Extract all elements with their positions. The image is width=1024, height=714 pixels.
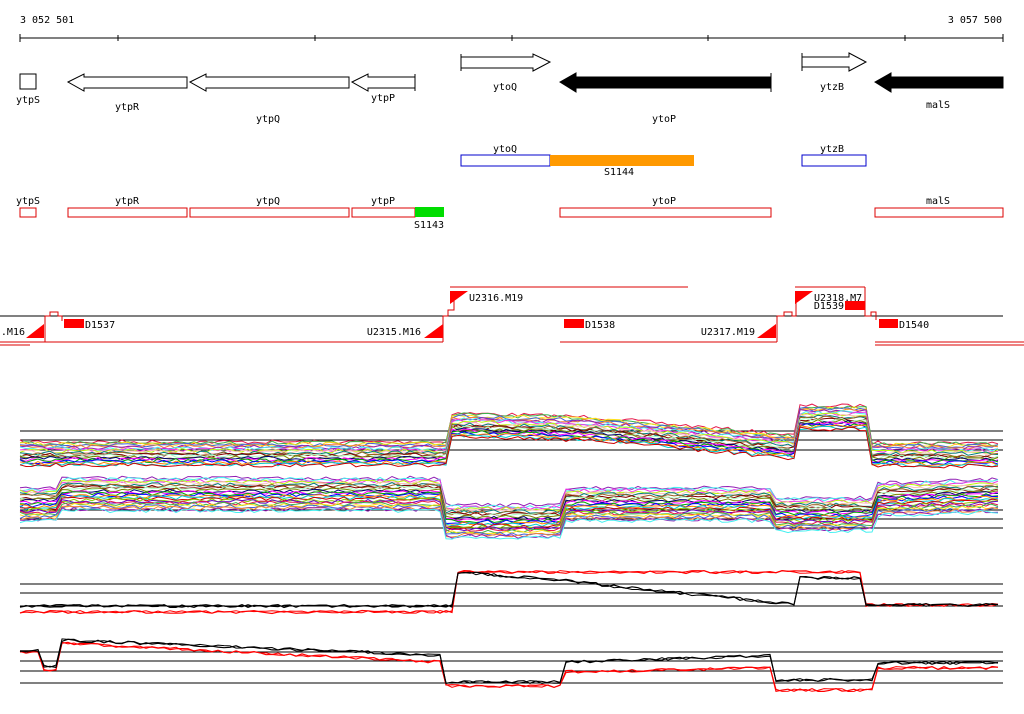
segment-label: D1539 xyxy=(814,301,844,312)
expression-profile-line xyxy=(19,420,999,462)
transcript-label: ytoQ xyxy=(493,144,517,155)
segment-label: .M16 xyxy=(1,327,25,338)
gene-label: ytpS xyxy=(16,95,40,106)
transcript-label: malS xyxy=(926,196,950,207)
gene-label: ytpR xyxy=(115,102,140,113)
segment-label: D1540 xyxy=(899,320,929,331)
expression-profile-line xyxy=(19,425,999,468)
transcript-label: ytoP xyxy=(652,196,676,207)
transcript-label: S1143 xyxy=(414,220,444,231)
transcript-label: ytpR xyxy=(115,196,140,207)
expression-profile-line xyxy=(19,479,999,512)
reverse-transcript-ytpS[interactable]: ytpS xyxy=(16,196,40,218)
expression-profile-line xyxy=(19,502,999,535)
segment-label: D1537 xyxy=(85,320,115,331)
gene-label: ytpP xyxy=(371,93,395,104)
gene-ytpQ[interactable]: ytpQ xyxy=(188,73,350,125)
expression-profile-line xyxy=(19,405,999,447)
segment-U2318-M7[interactable]: U2318.M7 xyxy=(795,291,862,304)
reverse-mean-expression xyxy=(19,638,1003,693)
gene-label: ytoQ xyxy=(493,82,517,93)
segment-U2316-M19[interactable]: U2316.M19 xyxy=(450,291,523,304)
reverse-transcript-track: ytpS ytpR ytpQ ytpP S1143 ytoP malS xyxy=(16,196,1004,231)
expression-profile-line xyxy=(19,426,999,469)
reverse-transcript-ytpP[interactable]: ytpP xyxy=(351,196,416,218)
gene-label: ytoP xyxy=(652,114,676,125)
reverse-transcript-malS[interactable]: malS xyxy=(874,196,1004,218)
gene-malS[interactable]: malS xyxy=(874,72,1004,111)
reverse-transcript-ytpQ[interactable]: ytpQ xyxy=(189,196,350,218)
segment-label: U2318.M7 xyxy=(814,293,862,304)
expression-profile-line xyxy=(19,412,999,454)
segment-label: U2316.M19 xyxy=(469,293,523,304)
segment-label: U2315.M16 xyxy=(367,327,421,338)
mean-profile-line xyxy=(19,569,999,614)
gene-ytzB[interactable]: ytzB xyxy=(801,52,868,93)
mean-profile-line xyxy=(19,641,999,693)
gene-label: ytzB xyxy=(820,82,844,93)
mean-profile-line xyxy=(19,569,999,615)
gene-label: ytpQ xyxy=(256,114,280,125)
gene-label: malS xyxy=(926,100,950,111)
transcript-label: ytpQ xyxy=(256,196,280,207)
mean-profile-line xyxy=(20,638,999,684)
expression-profile-line xyxy=(19,417,999,459)
expression-profile-line xyxy=(19,420,999,463)
segment-label: D1538 xyxy=(585,320,615,331)
forward-mean-expression xyxy=(19,569,1003,615)
gene-ytpR[interactable]: ytpR xyxy=(66,73,188,113)
reverse-transcript-S1143[interactable]: S1143 xyxy=(414,207,444,231)
expression-profile-line xyxy=(19,506,999,539)
gene-track: ytpS ytpR ytpQ ytpP ytoQ ytoP ytzB xyxy=(16,52,1004,125)
ruler-end-label: 3 057 500 xyxy=(948,15,1002,26)
expression-profile-line xyxy=(19,483,999,516)
transcript-label: S1144 xyxy=(604,167,634,178)
reverse-transcript-ytpR[interactable]: ytpR xyxy=(67,196,188,218)
segment-D1540[interactable]: D1540 xyxy=(879,319,929,331)
segment-label: U2317.M19 xyxy=(701,327,755,338)
reverse-transcript-ytoP[interactable]: ytoP xyxy=(559,196,772,218)
mean-profile-line xyxy=(19,641,998,693)
transcript-label: ytpS xyxy=(16,196,40,207)
expression-profile-line xyxy=(19,500,999,532)
segment-D1538[interactable]: D1538 xyxy=(564,319,615,331)
forward-transcript-S1144[interactable]: S1144 xyxy=(550,155,694,178)
ruler-start-label: 3 052 501 xyxy=(20,15,74,26)
forward-expression-profiles xyxy=(19,403,1003,469)
mean-profile-line xyxy=(19,571,999,609)
segment-D1539[interactable]: D1539 xyxy=(814,301,865,312)
mean-profile-line xyxy=(19,571,999,609)
expression-profile-line xyxy=(19,496,999,529)
expression-profile-line xyxy=(19,508,999,540)
expression-profile-line xyxy=(19,485,999,518)
transcript-label: ytpP xyxy=(371,196,395,207)
forward-transcript-ytoQ[interactable]: ytoQ xyxy=(460,144,551,167)
forward-transcript-track: ytoQ S1144 ytzB xyxy=(460,144,867,178)
expression-profile-line xyxy=(19,406,999,448)
expression-profile-line xyxy=(19,491,999,524)
segment-U2317-M19[interactable]: U2317.M19 xyxy=(701,324,776,338)
segment-m16-left[interactable]: .M16 xyxy=(1,324,44,338)
gene-ytoP[interactable]: ytoP xyxy=(559,72,772,125)
mean-profile-line xyxy=(19,638,999,685)
gene-ytoQ[interactable]: ytoQ xyxy=(460,53,552,93)
expression-profile-line xyxy=(19,415,999,458)
reverse-expression-profiles xyxy=(19,475,1003,540)
coordinate-ruler: 3 052 501 3 057 500 xyxy=(19,15,1004,42)
gene-ytpS[interactable]: ytpS xyxy=(16,73,40,106)
segmentation-track: .M16 D1537 U2315.M16 U2316.M19 D1538 U23… xyxy=(0,286,1024,346)
forward-transcript-ytzB[interactable]: ytzB xyxy=(801,144,867,167)
gene-ytpP[interactable]: ytpP xyxy=(350,73,416,104)
transcript-label: ytzB xyxy=(820,144,844,155)
segment-D1537[interactable]: D1537 xyxy=(64,319,115,331)
segment-U2315-M16[interactable]: U2315.M16 xyxy=(367,324,443,338)
